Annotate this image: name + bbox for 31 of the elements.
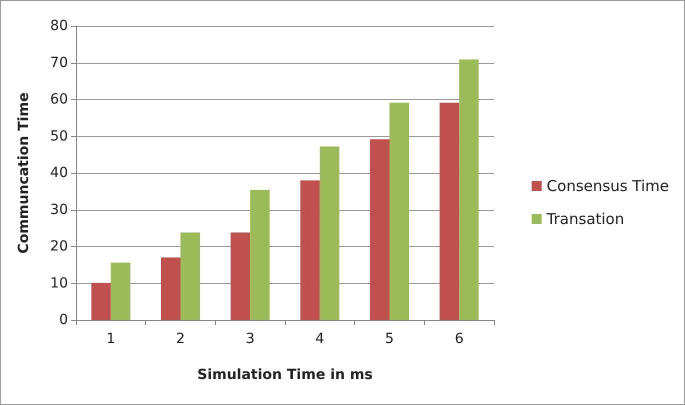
y-tick-label: 0 [59, 312, 68, 328]
y-tick-label: 40 [50, 165, 68, 181]
bar [250, 190, 270, 320]
x-tick-label: 5 [385, 331, 394, 347]
x-tick-label: 3 [246, 331, 255, 347]
y-tick-label: 10 [50, 275, 68, 292]
bar [370, 139, 390, 320]
bar [91, 282, 111, 320]
x-tick-label: 1 [106, 331, 116, 347]
x-axis-title: Simulation Time in ms [197, 367, 373, 383]
y-tick-label: 20 [50, 238, 68, 254]
y-tick-label: 80 [50, 18, 68, 34]
y-axis-title: Communcation Time [16, 92, 32, 254]
y-tick-label: 60 [50, 92, 68, 108]
bar [230, 232, 250, 320]
bar [110, 262, 130, 320]
bar [160, 258, 180, 320]
y-tick-label: 50 [50, 128, 68, 144]
x-tick-label: 2 [176, 331, 185, 347]
legend-label: Transation [546, 210, 624, 228]
bar [320, 146, 340, 320]
y-tick-label: 30 [50, 202, 68, 218]
bar [180, 232, 200, 320]
bar [440, 102, 460, 320]
bar [459, 59, 479, 320]
bar [300, 180, 320, 320]
bar [390, 102, 410, 320]
y-tick-label: 70 [50, 54, 68, 71]
x-tick-label: 4 [315, 331, 324, 347]
x-tick-label: 6 [454, 331, 464, 347]
legend-label: Consensus Time [546, 177, 670, 195]
